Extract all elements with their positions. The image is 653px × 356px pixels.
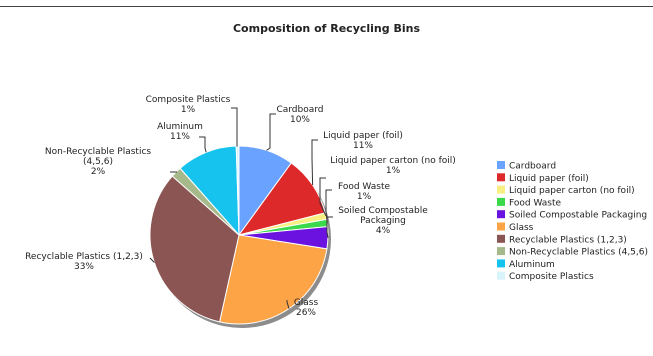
slice-label-liquid-paper-carton-no-foil: Liquid paper carton (no foil) 1%: [330, 156, 456, 176]
chart-title: Composition of Recycling Bins: [232, 22, 420, 35]
legend-label-non-recyclable-plastics-4-5-6[interactable]: Non-Recyclable Plastics (4,5,6): [509, 248, 648, 258]
legend: Cardboard Liquid paper (foil) Liquid paper…: [497, 161, 648, 282]
leader-line-aluminum: [199, 136, 207, 153]
slice-labels: Cardboard 10%Liquid paper (foil) 11% Liquid…: [25, 95, 456, 318]
legend-swatch-recyclable-plastics-1-2-3: [497, 234, 505, 243]
leader-line-liquid-paper-foil: [311, 139, 318, 186]
slice-label-aluminum: Aluminum 11%: [157, 122, 203, 142]
leader-line-soiled-compostable-packaging: [326, 216, 333, 238]
legend-swatch-non-recyclable-plastics-4-5-6: [497, 247, 505, 256]
legend-label-composite-plastics[interactable]: Composite Plastics: [509, 272, 594, 282]
legend-label-soiled-compostable-packaging[interactable]: Soiled Compostable Packaging: [509, 211, 647, 221]
slice-label-recyclable-plastics-1-2-3: Recyclable Plastics (1,2,3) 33%: [25, 252, 143, 272]
leader-line-glass: [286, 300, 290, 309]
legend-swatch-composite-plastics: [497, 271, 505, 280]
legend-swatch-aluminum: [497, 259, 505, 268]
leader-line-liquid-paper-carton-no-foil: [319, 177, 327, 217]
legend-label-food-waste[interactable]: Food Waste: [509, 198, 561, 208]
slice-label-composite-plastics: Composite Plastics 1%: [146, 95, 231, 115]
legend-swatch-soiled-compostable-packaging: [497, 210, 505, 219]
slice-label-liquid-paper-foil: Liquid paper (foil) 11%: [323, 131, 403, 151]
legend-swatch-glass: [497, 222, 505, 231]
pie-slices: [149, 145, 329, 325]
slice-label-non-recyclable-plastics-4-5-6: Non-Recyclable Plastics (4,5,6) 2%: [45, 147, 152, 177]
slice-label-soiled-compostable-packaging: Soiled Compostable Packaging 4%: [338, 206, 428, 236]
legend-swatch-food-waste: [497, 197, 505, 206]
legend-swatch-cardboard: [497, 161, 505, 169]
legend-label-recyclable-plastics-1-2-3[interactable]: Recyclable Plastics (1,2,3): [509, 235, 627, 245]
legend-label-liquid-paper-carton-no-foil[interactable]: Liquid paper carton (no foil): [509, 186, 635, 196]
legend-label-liquid-paper-foil[interactable]: Liquid paper (foil): [509, 174, 589, 184]
leader-line-recyclable-plastics-1-2-3: [149, 257, 155, 263]
slice-label-glass: Glass 26%: [294, 298, 319, 318]
legend-swatch-liquid-paper-foil: [497, 173, 505, 182]
slice-leader-lines: [149, 107, 333, 309]
legend-swatch-liquid-paper-carton-no-foil: [497, 185, 505, 194]
legend-label-glass[interactable]: Glass: [509, 223, 534, 233]
legend-label-aluminum[interactable]: Aluminum: [509, 260, 555, 270]
leader-line-composite-plastics: [231, 107, 238, 147]
slice-label-food-waste: Food Waste 1%: [338, 182, 390, 202]
leader-line-cardboard: [266, 113, 276, 151]
top-divider: [0, 6, 653, 7]
legend-label-cardboard[interactable]: Cardboard: [509, 162, 556, 172]
slice-label-cardboard: Cardboard 10%: [276, 105, 323, 125]
